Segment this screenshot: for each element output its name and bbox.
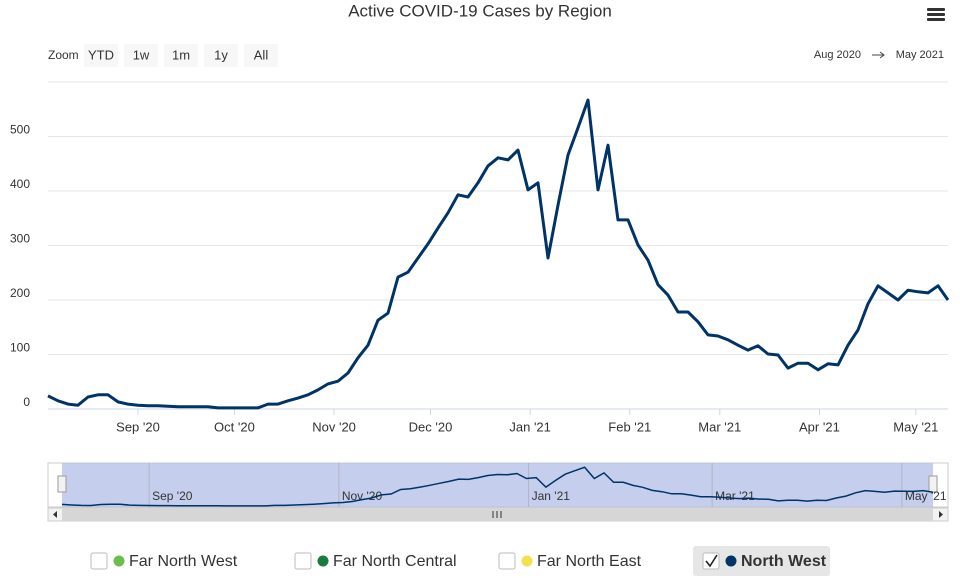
menu-icon[interactable] — [927, 8, 945, 21]
range-button — [244, 44, 278, 67]
x-tick-label: Dec '20 — [409, 419, 453, 434]
x-tick-label: Oct '20 — [214, 419, 255, 434]
range-arrow-head — [879, 51, 885, 59]
range-button-label: All — [254, 47, 269, 62]
navigator-tick-label: Nov '20 — [342, 489, 383, 503]
navigator-line — [61, 466, 934, 507]
range-button-label: 1m — [172, 47, 190, 62]
legend-item[interactable]: Far North East — [498, 552, 642, 570]
scroll-left[interactable] — [53, 511, 57, 518]
x-tick-label: Mar '21 — [698, 419, 741, 434]
legend-label: Far North Central — [333, 553, 457, 570]
y-tick-label: 500 — [10, 123, 30, 137]
legend-item[interactable]: Far North Central — [294, 552, 457, 570]
legend-check — [705, 554, 718, 568]
x-tick-label: Nov '20 — [312, 419, 356, 434]
navigator-tick-label: May '21 — [905, 489, 947, 503]
legend-marker — [317, 555, 329, 567]
navigator[interactable]: Sep '20 Nov '20 Jan '21 Mar '21 May '21 — [47, 462, 949, 508]
x-tick-label: Feb '21 — [608, 419, 651, 434]
x-tick-label: Sep '20 — [116, 419, 160, 434]
chart-title: Active COVID-19 Cases by Region — [348, 1, 612, 20]
legend-item[interactable]: North West — [693, 546, 830, 576]
legend-checkbox — [498, 552, 516, 570]
navigator-tick-label: Sep '20 — [152, 489, 193, 503]
y-tick-label: 0 — [23, 395, 30, 409]
range-button[interactable] — [124, 44, 158, 67]
zoom-label: Zoom — [48, 48, 79, 62]
legend-marker — [521, 555, 533, 567]
y-tick-label: 100 — [10, 341, 30, 355]
legend-item[interactable]: Far North West — [90, 552, 238, 570]
menu-bar — [927, 13, 945, 16]
legend-label: Far North West — [129, 553, 238, 570]
x-tick-label: Apr '21 — [799, 419, 840, 434]
y-tick-label: 300 — [10, 232, 30, 246]
range-button[interactable] — [164, 44, 198, 67]
range-button — [204, 44, 238, 67]
scrollbar[interactable] — [47, 507, 949, 522]
range-button[interactable] — [84, 44, 118, 67]
menu-bar — [927, 8, 945, 11]
x-tick-label: May '21 — [893, 419, 938, 434]
range-button-label: 1y — [214, 47, 228, 62]
y-tick-label: 400 — [10, 177, 30, 191]
x-tick-label: Jan '21 — [509, 419, 551, 434]
range-from: Aug 2020 — [814, 49, 861, 61]
y-tick-label: 200 — [10, 286, 30, 300]
legend-label: Far North East — [537, 553, 642, 570]
navigator-handle[interactable] — [57, 475, 67, 493]
legend-checkbox — [294, 552, 312, 570]
scrollbar-grip — [492, 511, 502, 518]
range-button-label: YTD — [88, 47, 114, 62]
legend-highlight — [693, 546, 830, 576]
scroll-right[interactable] — [939, 511, 943, 518]
range-button-label: 1w — [133, 47, 150, 62]
navigator-tick-label: Mar '21 — [715, 489, 755, 503]
legend-marker — [113, 555, 125, 567]
navigator-tick-label: Jan '21 — [532, 489, 571, 503]
legend-checkbox — [90, 552, 108, 570]
series-line — [47, 98, 950, 410]
menu-bar — [927, 18, 945, 21]
legend-label: North West — [741, 553, 827, 570]
legend-marker — [725, 555, 737, 567]
range-to: May 2021 — [896, 49, 944, 61]
